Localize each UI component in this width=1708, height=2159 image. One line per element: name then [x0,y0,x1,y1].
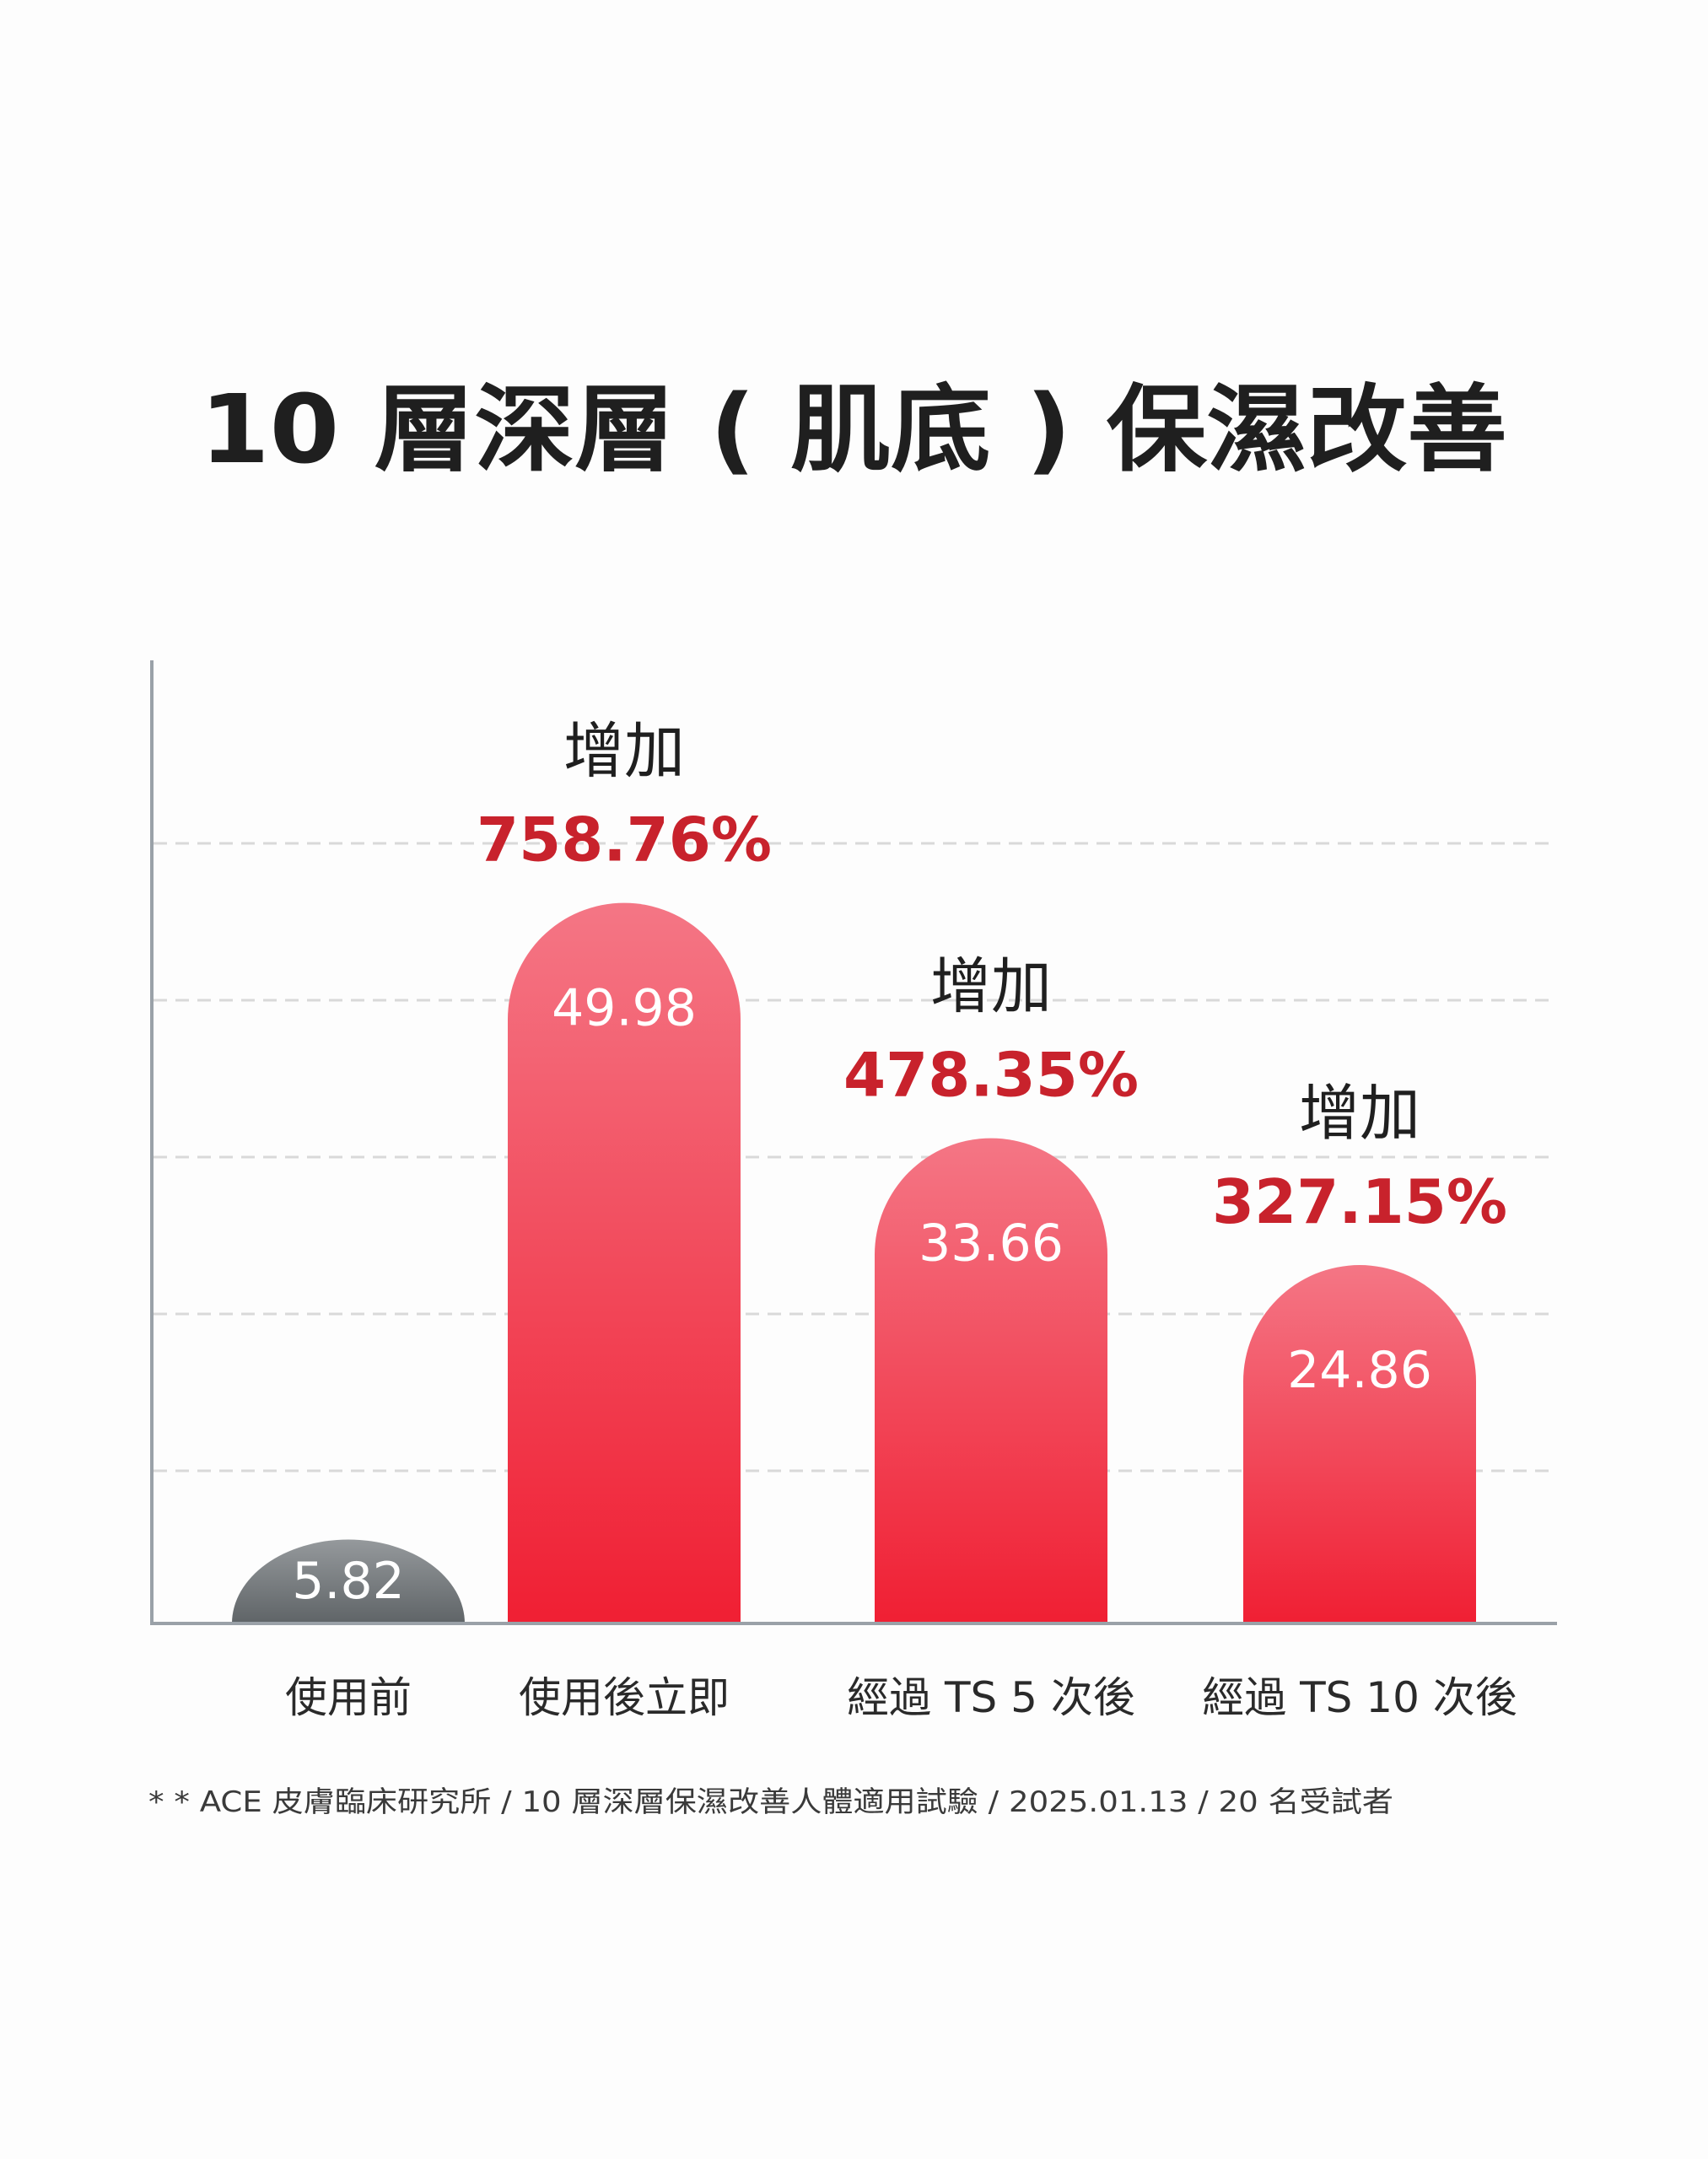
increase-prefix-label: 增加 [930,951,1052,1022]
bar-0 [232,1539,465,1623]
bar-value-label: 24.86 [1287,1341,1432,1400]
bar-3 [1243,1265,1476,1623]
bar-1 [508,902,741,1623]
bars [232,902,1476,1623]
chart-title: 10 層深層 ( 肌底 ) 保濕改善 [200,375,1507,485]
category-label: 經過 TS 10 次後 [1202,1673,1517,1722]
increase-percent-label: 478.35% [843,1040,1139,1111]
labels: 5.82 使用前 49.98 使用後立即 增加 758.76% 33.66 經過 TS 5 次… [285,716,1517,1722]
category-label: 使用前 [285,1673,412,1722]
bar-value-label: 49.98 [552,979,697,1038]
increase-prefix-label: 增加 [1299,1078,1420,1149]
category-label: 經過 TS 5 次後 [847,1673,1135,1722]
category-label: 使用後立即 [519,1673,730,1722]
increase-prefix-label: 增加 [563,716,685,787]
bar-2 [875,1138,1107,1623]
increase-percent-label: 758.76% [477,805,772,875]
increase-percent-label: 327.15% [1212,1166,1507,1237]
bar-value-label: 5.82 [292,1552,405,1611]
footnote: * * ACE 皮膚臨床研究所 / 10 層深層保濕改善人體適用試驗 / 202… [148,1785,1393,1819]
bar-value-label: 33.66 [919,1214,1064,1273]
